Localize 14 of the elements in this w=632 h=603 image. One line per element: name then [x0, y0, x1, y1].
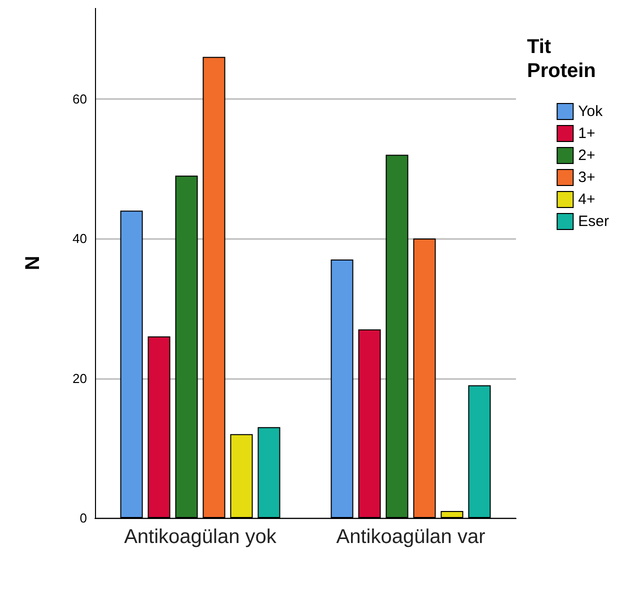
legend-label: 3+: [578, 169, 596, 186]
x-tick-label: Antikoagülan yok: [124, 526, 278, 548]
y-axis-title: N: [22, 256, 44, 270]
legend-label: Yok: [578, 103, 604, 120]
y-tick-label: 0: [80, 510, 87, 526]
legend-label: 4+: [578, 191, 596, 208]
legend-title: Tit Protein: [527, 36, 596, 82]
y-tick-label: 20: [72, 370, 87, 386]
x-tick-label: Antikoagülan var: [336, 526, 486, 548]
legend-label: Eser: [578, 213, 610, 230]
y-tick-label: 40: [72, 231, 87, 246]
legend-label: 2+: [578, 147, 596, 164]
legend-label: 1+: [578, 125, 596, 142]
y-tick-label: 60: [72, 91, 87, 106]
